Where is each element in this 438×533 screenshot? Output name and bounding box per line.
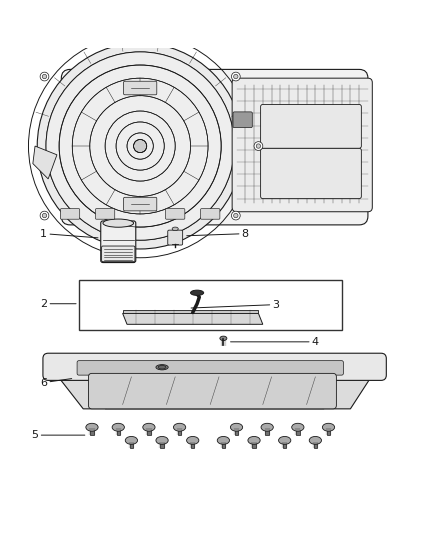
Circle shape xyxy=(231,72,240,81)
Text: 1: 1 xyxy=(40,229,98,239)
Ellipse shape xyxy=(156,437,168,445)
Circle shape xyxy=(134,140,147,152)
Text: 8: 8 xyxy=(187,229,249,239)
Ellipse shape xyxy=(220,336,227,341)
Bar xyxy=(327,427,330,435)
Text: 2: 2 xyxy=(40,298,76,309)
FancyBboxPatch shape xyxy=(261,148,361,199)
Circle shape xyxy=(231,211,240,220)
Ellipse shape xyxy=(248,437,260,445)
Polygon shape xyxy=(123,313,263,324)
Circle shape xyxy=(40,211,49,220)
FancyBboxPatch shape xyxy=(77,361,343,375)
Ellipse shape xyxy=(309,437,321,445)
Text: 3: 3 xyxy=(191,300,279,310)
FancyBboxPatch shape xyxy=(95,209,115,219)
FancyBboxPatch shape xyxy=(201,209,220,219)
Bar xyxy=(296,427,300,435)
Circle shape xyxy=(42,74,47,79)
Ellipse shape xyxy=(103,219,134,227)
Ellipse shape xyxy=(112,423,124,431)
Ellipse shape xyxy=(279,437,291,445)
FancyBboxPatch shape xyxy=(60,209,80,219)
Bar xyxy=(130,440,133,448)
Ellipse shape xyxy=(230,423,243,431)
Bar xyxy=(117,427,120,435)
FancyBboxPatch shape xyxy=(233,112,252,128)
Circle shape xyxy=(233,213,238,218)
Text: 5: 5 xyxy=(32,430,85,440)
Circle shape xyxy=(233,74,238,79)
FancyBboxPatch shape xyxy=(43,353,386,381)
Ellipse shape xyxy=(261,423,273,431)
Text: 7: 7 xyxy=(115,365,155,375)
Bar xyxy=(178,427,181,435)
Ellipse shape xyxy=(156,365,168,370)
FancyBboxPatch shape xyxy=(168,230,183,245)
Circle shape xyxy=(40,72,49,81)
Ellipse shape xyxy=(125,437,138,445)
Polygon shape xyxy=(123,310,258,313)
FancyBboxPatch shape xyxy=(261,104,361,148)
Circle shape xyxy=(256,144,261,148)
Circle shape xyxy=(46,52,234,240)
Ellipse shape xyxy=(292,423,304,431)
FancyBboxPatch shape xyxy=(124,81,157,95)
Bar xyxy=(191,440,194,448)
Ellipse shape xyxy=(143,423,155,431)
Bar xyxy=(283,440,286,448)
Circle shape xyxy=(46,52,234,240)
FancyBboxPatch shape xyxy=(124,197,157,211)
Bar xyxy=(79,280,342,330)
Ellipse shape xyxy=(86,423,98,431)
Bar xyxy=(314,440,317,448)
Ellipse shape xyxy=(191,290,204,295)
FancyBboxPatch shape xyxy=(232,78,372,212)
Polygon shape xyxy=(105,398,324,409)
FancyBboxPatch shape xyxy=(88,374,336,409)
Ellipse shape xyxy=(322,423,335,431)
FancyBboxPatch shape xyxy=(166,209,185,219)
Circle shape xyxy=(37,43,243,249)
Ellipse shape xyxy=(158,366,166,369)
Bar xyxy=(222,440,225,448)
Polygon shape xyxy=(33,146,57,179)
Ellipse shape xyxy=(172,227,178,231)
Bar xyxy=(265,427,269,435)
Text: 6: 6 xyxy=(40,377,72,387)
Circle shape xyxy=(42,213,47,218)
Bar xyxy=(90,427,94,435)
FancyBboxPatch shape xyxy=(61,69,368,225)
Polygon shape xyxy=(57,375,372,409)
Circle shape xyxy=(254,142,263,150)
Bar xyxy=(147,427,151,435)
Ellipse shape xyxy=(187,437,199,445)
FancyBboxPatch shape xyxy=(102,246,135,262)
Circle shape xyxy=(46,52,234,240)
Ellipse shape xyxy=(173,423,186,431)
Bar xyxy=(160,440,164,448)
Ellipse shape xyxy=(217,437,230,445)
Text: 4: 4 xyxy=(230,337,319,347)
FancyBboxPatch shape xyxy=(101,221,136,263)
Bar xyxy=(252,440,256,448)
Bar xyxy=(235,427,238,435)
